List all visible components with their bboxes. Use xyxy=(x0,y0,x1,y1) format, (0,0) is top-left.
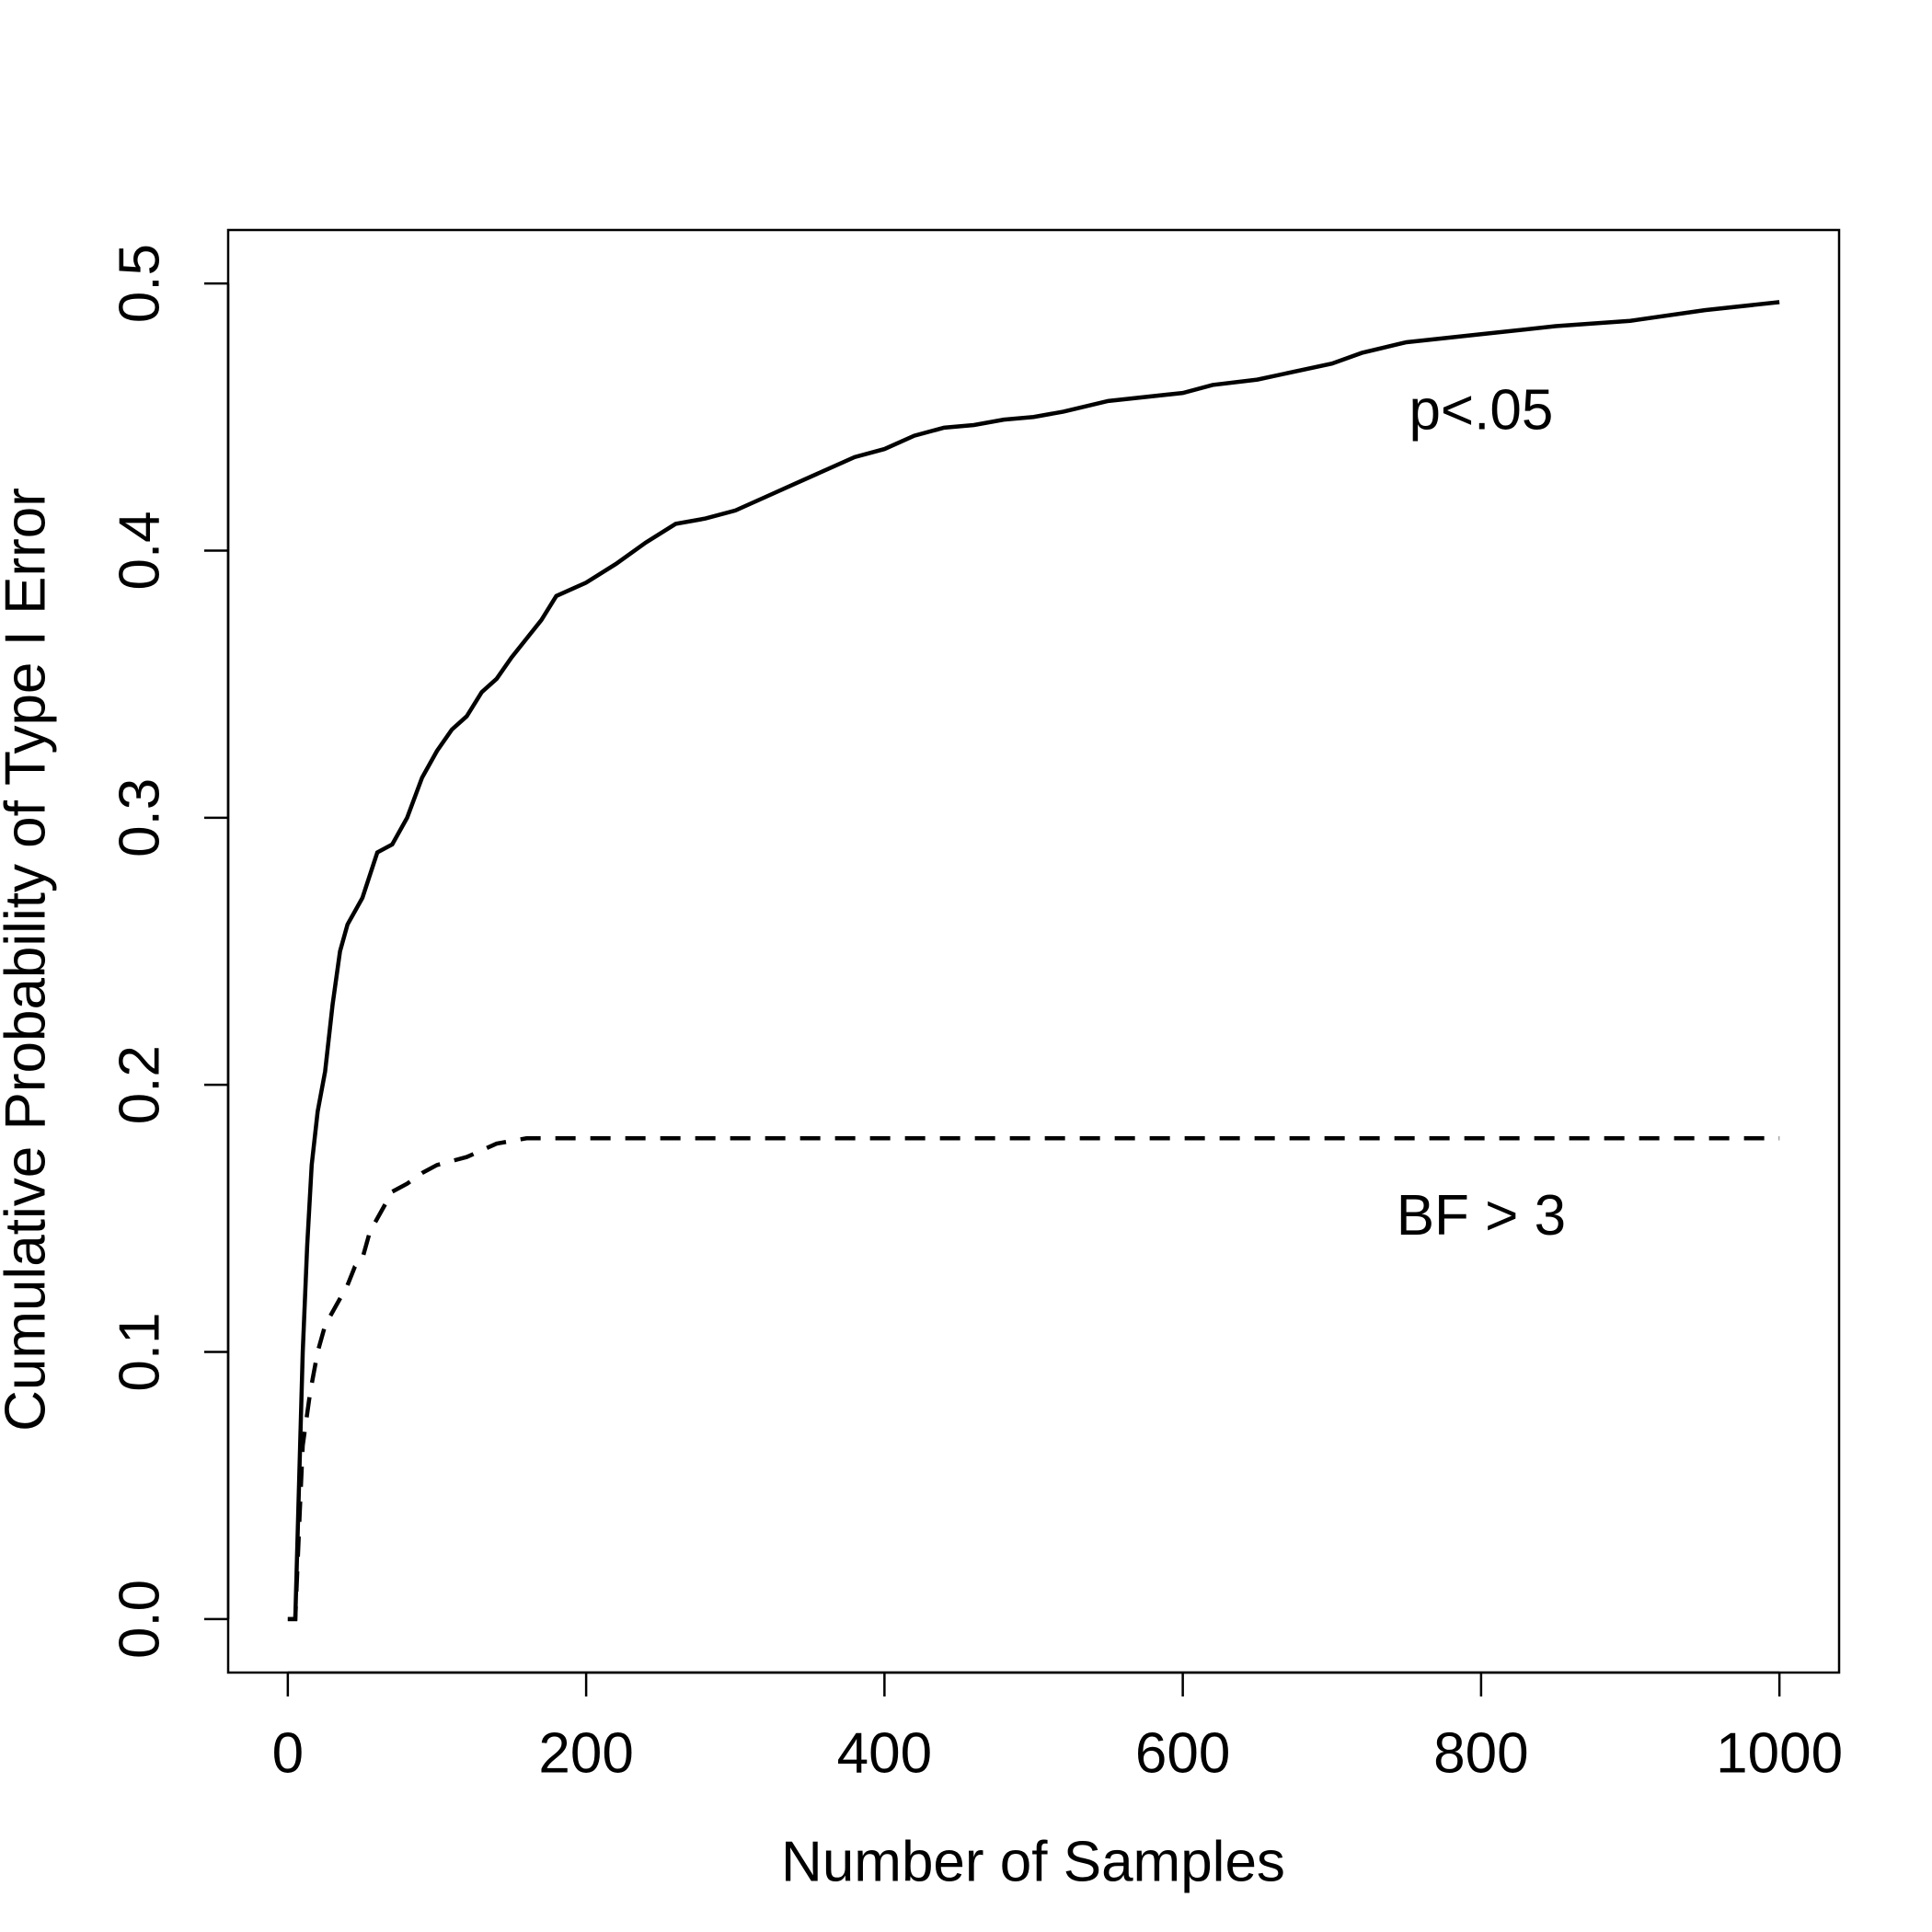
series-label: BF > 3 xyxy=(1397,1184,1566,1248)
y-tick-label: 0.5 xyxy=(108,244,171,323)
y-tick-label: 0.3 xyxy=(108,778,171,857)
x-axis-label: Number of Samples xyxy=(781,1830,1285,1893)
y-axis-label: Cumulative Probability of Type I Error xyxy=(0,488,57,1432)
y-tick-label: 0.4 xyxy=(108,511,171,590)
series-line xyxy=(287,1136,1780,1622)
x-tick-label: 200 xyxy=(538,1721,633,1785)
series-line xyxy=(287,300,1780,1622)
plot-frame xyxy=(226,228,1841,1674)
x-tick-label: 800 xyxy=(1433,1721,1528,1785)
y-tick-label: 0.0 xyxy=(108,1580,171,1659)
y-tick-label: 0.2 xyxy=(108,1045,171,1124)
x-tick-label: 1000 xyxy=(1716,1721,1843,1785)
x-tick-label: 0 xyxy=(272,1721,304,1785)
x-tick-label: 400 xyxy=(837,1721,932,1785)
y-tick-label: 0.1 xyxy=(108,1312,171,1391)
series-label: p<.05 xyxy=(1409,379,1553,443)
x-tick-label: 600 xyxy=(1135,1721,1230,1785)
